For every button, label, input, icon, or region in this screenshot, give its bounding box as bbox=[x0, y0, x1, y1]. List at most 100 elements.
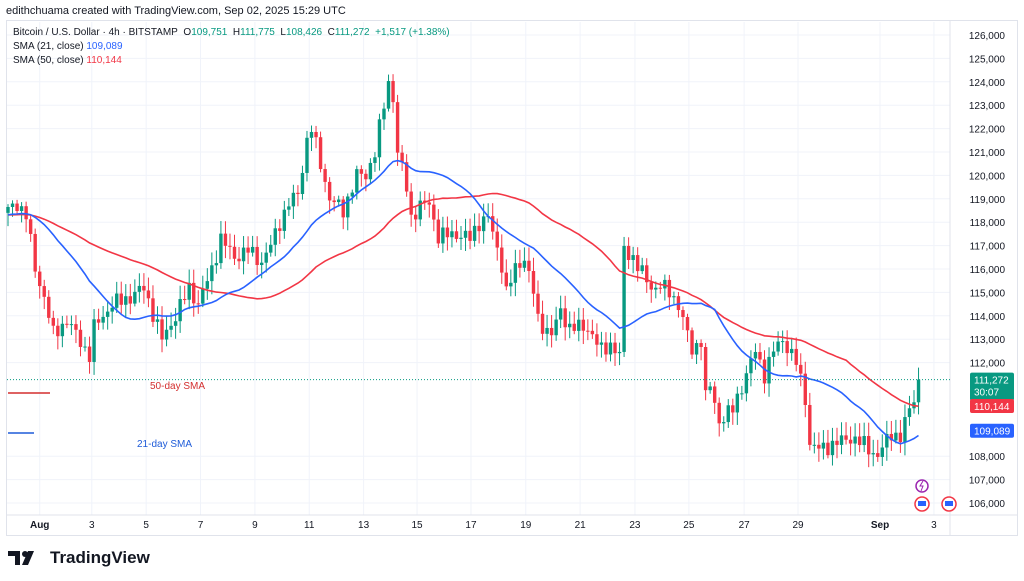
candle-body bbox=[192, 282, 196, 304]
candle-body bbox=[867, 435, 871, 455]
candle-body bbox=[835, 440, 839, 445]
candle-body bbox=[305, 137, 309, 173]
candle-body bbox=[645, 265, 649, 283]
x-tick-label: 7 bbox=[198, 520, 204, 531]
candle-body bbox=[572, 323, 576, 331]
candle-body bbox=[364, 173, 368, 180]
y-tick-label: 106,000 bbox=[969, 499, 1006, 510]
candle-body bbox=[282, 209, 287, 231]
open-value: 109,751 bbox=[191, 27, 228, 38]
candle-body bbox=[717, 402, 721, 424]
candle-body bbox=[608, 342, 613, 355]
candle-body bbox=[690, 330, 694, 355]
sma50-price-tag bbox=[970, 399, 1014, 414]
candle-body bbox=[219, 233, 223, 264]
candle-body bbox=[481, 216, 486, 232]
candle-body bbox=[853, 436, 857, 444]
candle-body bbox=[327, 181, 332, 201]
change-value: +1,517 (+1.38%) bbox=[375, 27, 450, 38]
low-value: 108,426 bbox=[285, 27, 323, 38]
candle-body bbox=[350, 192, 354, 197]
candle-body bbox=[87, 346, 92, 362]
candle-body bbox=[164, 329, 169, 340]
close-value: 111,272 bbox=[334, 27, 370, 38]
candle-body bbox=[676, 296, 681, 311]
sma21-price-tag bbox=[970, 423, 1014, 438]
candle-body bbox=[119, 293, 123, 305]
candle-body bbox=[137, 285, 142, 292]
candle-body bbox=[812, 444, 817, 446]
candle-body bbox=[74, 324, 78, 330]
candle-body bbox=[826, 442, 830, 456]
y-tick-label: 118,000 bbox=[970, 218, 1006, 229]
candle-body bbox=[38, 271, 42, 287]
candle-body bbox=[341, 199, 345, 218]
last-price-tag-text: 30:07 bbox=[974, 388, 999, 399]
candle-body bbox=[491, 216, 495, 232]
candle-body bbox=[898, 432, 903, 443]
candle-body bbox=[622, 245, 626, 352]
candle-body bbox=[269, 244, 273, 253]
candle-body bbox=[278, 228, 282, 231]
candle-body bbox=[228, 245, 232, 247]
candle-body bbox=[223, 233, 228, 246]
candle-body bbox=[894, 432, 898, 441]
candle-body bbox=[47, 296, 51, 318]
candle-body bbox=[540, 313, 545, 334]
candle-body bbox=[830, 440, 835, 456]
sma50-label: SMA (50, close) bbox=[13, 55, 84, 66]
sma21-label: SMA (21, close) bbox=[13, 41, 84, 52]
candle-body bbox=[785, 341, 789, 354]
candle-body bbox=[844, 435, 848, 440]
candle-body bbox=[658, 287, 663, 289]
y-tick-label: 119,000 bbox=[970, 195, 1006, 206]
candle-body bbox=[237, 258, 241, 262]
x-tick-label: 3 bbox=[931, 520, 937, 531]
candle-body bbox=[418, 200, 422, 220]
candle-body bbox=[42, 286, 46, 297]
candle-body bbox=[876, 453, 880, 457]
candle-body bbox=[753, 351, 758, 359]
candle-body bbox=[436, 219, 441, 244]
x-tick-label: 13 bbox=[358, 520, 370, 531]
candle-body bbox=[794, 348, 798, 365]
candle-body bbox=[409, 191, 413, 215]
candle-body bbox=[527, 260, 531, 272]
tradingview-logo-icon bbox=[8, 551, 34, 565]
candle-body bbox=[808, 404, 812, 445]
candle-body bbox=[56, 325, 60, 337]
candle-body bbox=[10, 203, 15, 207]
candle-body bbox=[871, 453, 875, 455]
candle-body bbox=[187, 282, 191, 300]
sma50-value: 110,144 bbox=[86, 55, 122, 66]
candle-body bbox=[776, 341, 780, 352]
candle-body bbox=[255, 246, 259, 266]
candle-body bbox=[531, 271, 536, 294]
candle-body bbox=[472, 225, 477, 241]
candle-body bbox=[749, 358, 753, 374]
candle-body bbox=[590, 330, 595, 335]
candle-body bbox=[92, 319, 96, 362]
candle-body bbox=[359, 169, 364, 174]
candle-body bbox=[694, 343, 699, 355]
sma50-row[interactable]: SMA (50, close) 110,144 bbox=[13, 54, 450, 68]
symbol-row: Bitcoin / U.S. Dollar · 4h · BITSTAMP O1… bbox=[13, 26, 450, 40]
sma21-row[interactable]: SMA (21, close) 109,089 bbox=[13, 40, 450, 54]
sma21-value: 109,089 bbox=[86, 41, 123, 52]
x-tick-label: Aug bbox=[30, 520, 49, 531]
candle-body bbox=[654, 287, 658, 290]
close-label: C bbox=[327, 27, 335, 38]
candle-body bbox=[96, 319, 101, 323]
candle-body bbox=[862, 435, 866, 446]
x-tick-label: 23 bbox=[629, 520, 641, 531]
candle-body bbox=[246, 247, 250, 253]
candle-body bbox=[287, 206, 291, 210]
chart-legend: Bitcoin / U.S. Dollar · 4h · BITSTAMP O1… bbox=[13, 26, 450, 68]
candle-body bbox=[889, 433, 894, 441]
symbol-label[interactable]: Bitcoin / U.S. Dollar · 4h · BITSTAMP bbox=[13, 27, 178, 38]
candle-body bbox=[599, 342, 604, 345]
tradingview-logo[interactable]: TradingView bbox=[8, 548, 150, 568]
candle-body bbox=[577, 319, 581, 331]
candle-body bbox=[454, 231, 459, 239]
